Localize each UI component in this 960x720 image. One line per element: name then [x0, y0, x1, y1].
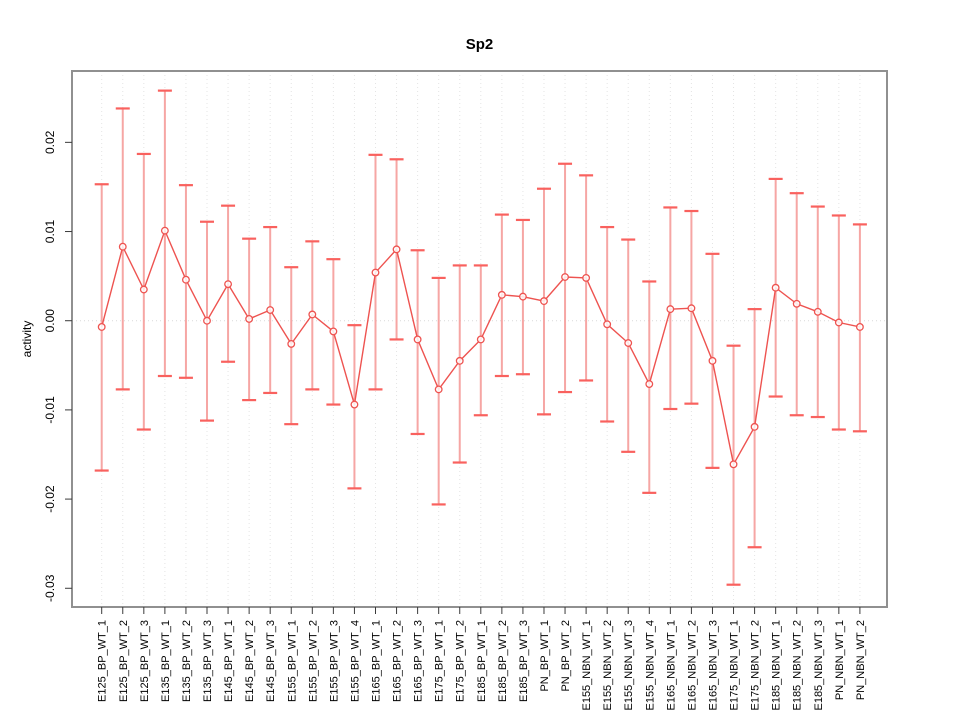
x-tick-label: E155_NBN_WT_1 [581, 620, 593, 711]
data-point [371, 268, 380, 277]
x-tick-label: E185_NBN_WT_2 [792, 620, 804, 711]
x-tick-label: E155_BP_WT_4 [349, 620, 361, 702]
data-point [181, 275, 190, 284]
x-tick-label: PN_NBN_WT_1 [834, 620, 846, 700]
x-tick-label: E135_BP_WT_2 [181, 620, 193, 702]
data-point [266, 306, 275, 314]
x-tick-label: E175_NBN_WT_2 [750, 620, 762, 711]
x-tick-label: E135_BP_WT_3 [202, 620, 214, 702]
data-point [518, 292, 527, 301]
x-tick-label: E155_BP_WT_1 [286, 620, 298, 702]
data-point [603, 320, 612, 329]
chart-title: Sp2 [465, 36, 494, 53]
data-point [813, 307, 822, 316]
x-tick-label: E185_NBN_WT_1 [771, 620, 783, 711]
x-tick-label: E145_BP_WT_2 [244, 620, 256, 702]
data-point [308, 310, 317, 319]
x-tick-label: E155_BP_WT_3 [328, 620, 340, 702]
data-point [97, 323, 106, 331]
x-tick-label: E135_BP_WT_1 [160, 620, 172, 702]
data-point [540, 297, 548, 306]
data-point [645, 380, 654, 388]
x-tick-label: PN_BP_WT_2 [560, 620, 572, 692]
x-tick-label: E185_BP_WT_2 [497, 620, 509, 702]
x-tick-label: E125_BP_WT_3 [139, 620, 151, 702]
x-tick-label: E185_BP_WT_1 [476, 620, 488, 702]
x-tick-label: E165_NBN_WT_1 [665, 620, 677, 711]
data-point [224, 280, 233, 289]
data-point [771, 283, 780, 292]
data-point [792, 299, 801, 308]
x-tick-label: E175_BP_WT_1 [434, 620, 446, 702]
y-tick-label: 0.01 [43, 220, 57, 244]
data-point [329, 327, 338, 336]
y-tick-label: -0.02 [43, 485, 57, 513]
x-tick-label: E125_BP_WT_2 [118, 620, 130, 702]
data-point [118, 242, 127, 251]
data-point [413, 335, 422, 344]
data-point [434, 385, 443, 394]
data-point [729, 460, 738, 469]
data-point [582, 273, 591, 282]
x-tick-label: E185_BP_WT_3 [518, 620, 530, 702]
data-point [855, 323, 864, 331]
x-tick-label: E165_BP_WT_3 [413, 620, 425, 702]
x-tick-label: E125_BP_WT_1 [97, 620, 109, 702]
x-tick-label: E185_NBN_WT_3 [813, 620, 825, 711]
data-point [497, 290, 506, 299]
data-point [139, 285, 148, 294]
x-tick-label: E155_NBN_WT_2 [602, 620, 614, 711]
data-point [624, 339, 633, 347]
x-tick-label: E165_NBN_WT_2 [686, 620, 698, 711]
data-point [245, 314, 254, 323]
y-tick-label: -0.03 [43, 574, 57, 602]
y-tick-label: 0.00 [43, 309, 57, 333]
plot-box [71, 70, 888, 608]
x-tick-label: E155_NBN_WT_4 [644, 620, 656, 711]
y-tick-label: 0.02 [43, 130, 57, 154]
y-tick-label: -0.01 [43, 396, 57, 424]
data-point [834, 318, 843, 327]
x-tick-label: E145_BP_WT_1 [223, 620, 235, 702]
data-point [392, 245, 401, 254]
x-tick-label: PN_BP_WT_1 [539, 620, 551, 692]
x-tick-label: E175_NBN_WT_1 [729, 620, 741, 711]
x-tick-label: E165_NBN_WT_3 [707, 620, 719, 711]
data-point [160, 226, 169, 235]
x-tick-label: E155_NBN_WT_3 [623, 620, 635, 711]
x-tick-label: PN_NBN_WT_2 [855, 620, 867, 700]
data-point [203, 316, 211, 325]
x-tick-label: E145_BP_WT_3 [265, 620, 277, 702]
data-point [750, 422, 759, 431]
data-point [350, 400, 359, 409]
x-tick-label: E165_BP_WT_1 [370, 620, 382, 702]
data-point [287, 339, 296, 348]
data-point [708, 356, 717, 365]
x-tick-label: E165_BP_WT_2 [392, 620, 404, 702]
data-point [561, 273, 569, 281]
data-point [476, 335, 485, 344]
data-point [455, 356, 464, 365]
x-tick-label: E155_BP_WT_2 [307, 620, 319, 702]
data-point [666, 305, 675, 314]
x-tick-label: E175_BP_WT_2 [455, 620, 467, 702]
data-point [687, 304, 696, 313]
